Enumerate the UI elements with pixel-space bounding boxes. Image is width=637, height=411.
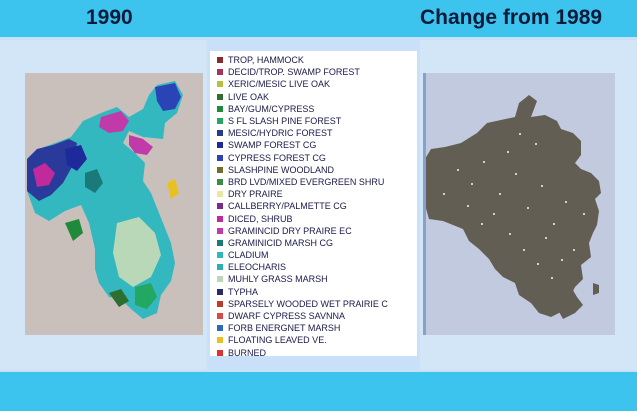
legend-item: BRD LVD/MIXED EVERGREEN SHRU bbox=[217, 176, 417, 188]
legend-label: DECID/TROP. SWAMP FOREST bbox=[228, 67, 360, 78]
change-map-graphic bbox=[425, 95, 601, 319]
legend-item: TROP, HAMMOCK bbox=[217, 54, 417, 66]
legend-item: MESIC/HYDRIC FOREST bbox=[217, 127, 417, 139]
legend-item: CYPRESS FOREST CG bbox=[217, 152, 417, 164]
legend-item: DRY PRAIRE bbox=[217, 188, 417, 200]
footer-band bbox=[0, 372, 637, 411]
legend-swatch bbox=[217, 178, 223, 185]
legend-swatch bbox=[217, 105, 223, 112]
legend-label: TYPHA bbox=[228, 286, 259, 297]
legend-item: BAY/GUM/CYPRESS bbox=[217, 103, 417, 115]
legend-label: GRAMINICID MARSH CG bbox=[228, 237, 334, 248]
legend-label: CALLBERRY/PALMETTE CG bbox=[228, 201, 347, 212]
legend-swatch bbox=[217, 215, 223, 222]
legend-label: XERIC/MESIC LIVE OAK bbox=[228, 79, 331, 90]
legend-label: BAY/GUM/CYPRESS bbox=[228, 103, 315, 114]
legend-swatch bbox=[217, 69, 223, 76]
legend-label: FORB ENERGNET MARSH bbox=[228, 323, 341, 334]
legend-label: LIVE OAK bbox=[228, 91, 270, 102]
legend-swatch bbox=[217, 93, 223, 100]
legend-item: DWARF CYPRESS SAVNNA bbox=[217, 310, 417, 322]
legend-label: BRD LVD/MIXED EVERGREEN SHRU bbox=[228, 176, 385, 187]
legend-swatch bbox=[217, 154, 223, 161]
legend-item: GRAMINCID DRY PRAIRE EC bbox=[217, 225, 417, 237]
legend-item: FLOATING LEAVED VE. bbox=[217, 334, 417, 346]
map-title-change: Change from 1989 bbox=[420, 6, 603, 29]
legend-label: ELEOCHARIS bbox=[228, 262, 287, 273]
legend-label: BURNED bbox=[228, 347, 267, 358]
legend-swatch bbox=[217, 118, 223, 125]
legend-swatch bbox=[217, 252, 223, 259]
legend-swatch bbox=[217, 227, 223, 234]
legend: TROP, HAMMOCK DECID/TROP. SWAMP FOREST X… bbox=[210, 51, 417, 359]
legend-label: DWARF CYPRESS SAVNNA bbox=[228, 311, 346, 322]
legend-swatch bbox=[217, 130, 223, 137]
legend-item: XERIC/MESIC LIVE OAK bbox=[217, 78, 417, 90]
legend-swatch bbox=[217, 166, 223, 173]
header-band bbox=[0, 0, 637, 37]
legend-swatch bbox=[217, 349, 223, 356]
legend-swatch bbox=[217, 264, 223, 271]
legend-label: FLOATING LEAVED VE. bbox=[228, 335, 327, 346]
legend-swatch bbox=[217, 239, 223, 246]
legend-item: BURNED bbox=[217, 347, 417, 359]
legend-swatch bbox=[217, 191, 223, 198]
legend-item: SPARSELY WOODED WET PRAIRIE C bbox=[217, 298, 417, 310]
legend-item: CALLBERRY/PALMETTE CG bbox=[217, 200, 417, 212]
legend-item: DECID/TROP. SWAMP FOREST bbox=[217, 66, 417, 78]
legend-item: ELEOCHARIS bbox=[217, 261, 417, 273]
legend-swatch bbox=[217, 57, 223, 64]
legend-label: SLASHPINE WOODLAND bbox=[228, 164, 335, 175]
map-title-1990: 1990 bbox=[86, 6, 133, 29]
legend-item: CLADIUM bbox=[217, 249, 417, 261]
legend-swatch bbox=[217, 337, 223, 344]
change-map bbox=[423, 73, 615, 335]
legend-swatch bbox=[217, 325, 223, 332]
legend-label: SPARSELY WOODED WET PRAIRIE C bbox=[228, 298, 388, 309]
legend-label: SWAMP FOREST CG bbox=[228, 140, 317, 151]
legend-item: SLASHPINE WOODLAND bbox=[217, 164, 417, 176]
legend-label: CLADIUM bbox=[228, 250, 269, 261]
legend-swatch bbox=[217, 288, 223, 295]
vegetation-map-graphic bbox=[27, 81, 183, 319]
legend-label: MESIC/HYDRIC FOREST bbox=[228, 128, 333, 139]
legend-item: FORB ENERGNET MARSH bbox=[217, 322, 417, 334]
legend-label: S FL SLASH PINE FOREST bbox=[228, 116, 342, 127]
legend-label: MUHLY GRASS MARSH bbox=[228, 274, 328, 285]
legend-swatch bbox=[217, 276, 223, 283]
legend-label: TROP, HAMMOCK bbox=[228, 55, 304, 66]
legend-item: TYPHA bbox=[217, 286, 417, 298]
legend-swatch bbox=[217, 81, 223, 88]
legend-item: GRAMINICID MARSH CG bbox=[217, 237, 417, 249]
vegetation-map-1990 bbox=[25, 73, 203, 335]
legend-item: LIVE OAK bbox=[217, 91, 417, 103]
legend-swatch bbox=[217, 203, 223, 210]
legend-swatch bbox=[217, 313, 223, 320]
legend-item: MUHLY GRASS MARSH bbox=[217, 273, 417, 285]
legend-item: DICED, SHRUB bbox=[217, 212, 417, 224]
legend-swatch bbox=[217, 300, 223, 307]
legend-swatch bbox=[217, 142, 223, 149]
legend-label: GRAMINCID DRY PRAIRE EC bbox=[228, 225, 352, 236]
legend-item: SWAMP FOREST CG bbox=[217, 139, 417, 151]
legend-item: S FL SLASH PINE FOREST bbox=[217, 115, 417, 127]
legend-label: DICED, SHRUB bbox=[228, 213, 293, 224]
legend-label: CYPRESS FOREST CG bbox=[228, 152, 326, 163]
legend-label: DRY PRAIRE bbox=[228, 189, 283, 200]
